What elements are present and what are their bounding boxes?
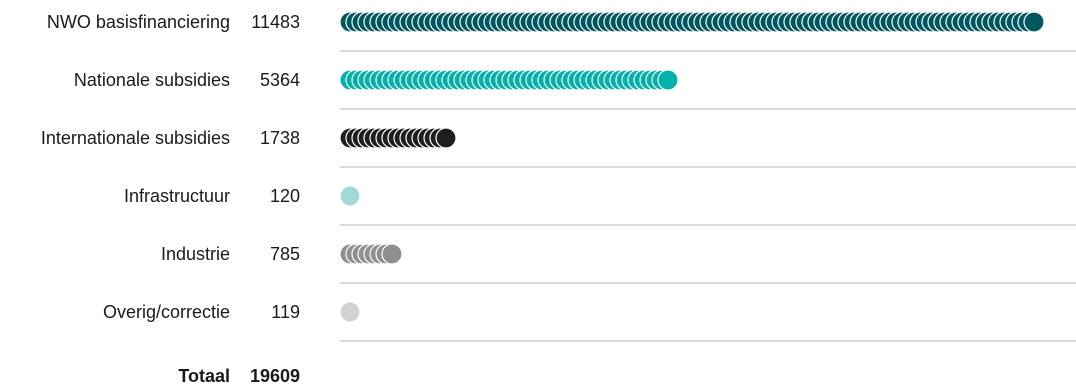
category-label: Internationale subsidies [41, 128, 230, 148]
dot-mark [339, 301, 361, 323]
value-label: 119 [271, 302, 300, 322]
dot-mark [657, 69, 679, 91]
dot-mark [435, 127, 457, 149]
total-value: 19609 [250, 366, 300, 385]
category-label: Overig/correctie [103, 302, 230, 322]
total-label: Totaal [178, 366, 230, 385]
row-2: Internationale subsidies 1738 [41, 108, 1076, 149]
row-5: Overig/correctie 119 [103, 282, 1076, 323]
category-label: Nationale subsidies [74, 70, 230, 90]
value-label: 120 [270, 186, 300, 206]
category-label: Infrastructuur [124, 186, 230, 206]
dot-mark [381, 243, 403, 265]
row-1: Nationale subsidies 5364 [74, 50, 1076, 91]
dot-mark [1023, 11, 1045, 33]
dot-mark [339, 185, 361, 207]
category-label: Industrie [161, 244, 230, 264]
row-0: NWO basisfinanciering 11483 [47, 11, 1045, 33]
row-4: Industrie 785 [161, 224, 1076, 265]
value-label: 5364 [260, 70, 300, 90]
value-label: 11483 [251, 12, 300, 32]
value-label: 785 [270, 244, 300, 264]
value-label: 1738 [260, 128, 300, 148]
row-3: Infrastructuur 120 [124, 166, 1076, 207]
category-label: NWO basisfinanciering [47, 12, 230, 32]
